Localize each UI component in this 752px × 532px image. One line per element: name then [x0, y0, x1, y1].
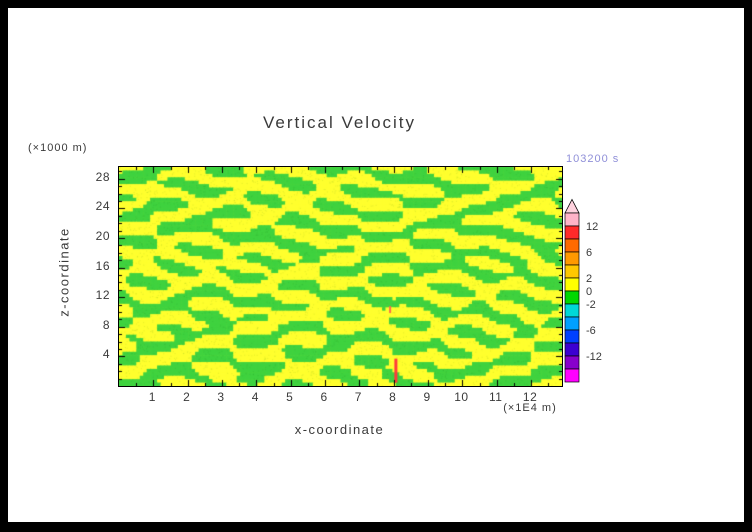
x-tick-label: 3 — [217, 390, 225, 404]
colorbar-segment — [564, 225, 580, 240]
chart-title: Vertical Velocity — [262, 113, 417, 132]
x-tick-label: 12 — [522, 390, 538, 404]
colorbar-label: 0 — [586, 286, 592, 298]
y-tick-label: 4 — [102, 347, 110, 362]
colorbar-segment — [564, 368, 580, 383]
colorbar-segment — [564, 342, 580, 357]
y-axis-unit: (×1000 m) — [28, 142, 88, 154]
colorbar: 12 6 20-2 -6 -12 — [564, 198, 602, 383]
x-tick-label: 5 — [286, 390, 294, 404]
y-tick-label: 24 — [95, 199, 110, 214]
colorbar-label: 2 — [586, 273, 592, 285]
colorbar-segment — [564, 238, 580, 253]
y-tick-label: 16 — [95, 258, 110, 273]
x-tick-label: 10 — [454, 390, 469, 404]
x-tick-label: 8 — [389, 390, 397, 404]
y-tick-label: 20 — [95, 229, 110, 244]
colorbar-segment — [564, 316, 580, 331]
y-tick-label: 12 — [95, 288, 110, 303]
timestamp-label: 103200 s — [566, 153, 620, 165]
colorbar-label: -2 — [586, 299, 596, 311]
y-tick-label: 28 — [95, 169, 110, 184]
x-tick-label: 11 — [489, 390, 503, 404]
x-tick-label: 6 — [320, 390, 328, 404]
colorbar-segment — [564, 355, 580, 370]
heatmap-canvas — [119, 167, 562, 386]
colorbar-label: -12 — [586, 351, 602, 363]
colorbar-segment — [564, 290, 580, 305]
colorbar-overflow-arrow — [564, 198, 580, 214]
x-tick-label: 4 — [251, 390, 259, 404]
y-tick-label: 8 — [102, 317, 110, 332]
x-axis-label: x-coordinate — [294, 422, 385, 437]
colorbar-segment — [564, 251, 580, 266]
colorbar-segment — [564, 303, 580, 318]
x-tick-label: 7 — [354, 390, 362, 404]
x-axis-unit: (×1E4 m) — [503, 402, 557, 414]
colorbar-label: 12 — [586, 221, 598, 233]
colorbar-label: 6 — [586, 247, 592, 259]
x-tick-label: 2 — [183, 390, 191, 404]
colorbar-segment — [564, 277, 580, 292]
x-tick-label: 1 — [148, 390, 156, 404]
colorbar-segment — [564, 329, 580, 344]
colorbar-segment — [564, 212, 580, 227]
colorbar-segment — [564, 264, 580, 279]
plot-area — [118, 166, 563, 387]
y-axis-label: z-coordinate — [56, 227, 72, 317]
colorbar-label: -6 — [586, 325, 596, 337]
x-tick-label: 9 — [423, 390, 431, 404]
